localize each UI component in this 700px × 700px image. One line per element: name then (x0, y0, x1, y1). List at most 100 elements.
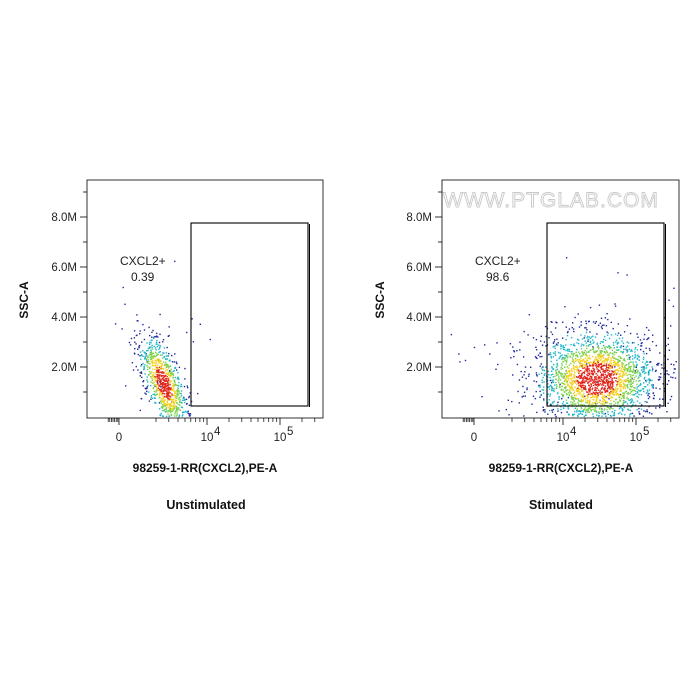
event-dot (151, 339, 153, 341)
event-dot (612, 385, 614, 387)
event-dot (169, 384, 171, 386)
event-dot (581, 363, 583, 365)
event-dot (603, 360, 605, 362)
event-dot (645, 386, 647, 388)
event-dot (609, 408, 611, 410)
event-dot (611, 396, 614, 399)
event-dot (595, 394, 598, 396)
event-dot (605, 357, 607, 360)
event-dot (571, 395, 573, 397)
event-dot (615, 352, 618, 354)
event-dot (626, 384, 628, 386)
event-dot (582, 410, 585, 412)
event-dot (589, 387, 591, 389)
event-dot (133, 337, 136, 339)
event-dot (647, 361, 649, 363)
event-dot (634, 351, 636, 353)
event-dot (577, 379, 579, 382)
event-dot (576, 383, 578, 386)
event-dot (578, 413, 580, 415)
event-dot (535, 381, 538, 383)
event-dot (168, 371, 171, 373)
event-dot (162, 415, 164, 417)
event-dot (582, 371, 584, 374)
event-dot (166, 358, 168, 360)
event-dot (144, 357, 146, 359)
event-dot (560, 345, 562, 348)
event-dot (176, 408, 179, 410)
event-dot (535, 349, 538, 351)
event-dot (573, 373, 575, 376)
event-dot (142, 380, 145, 382)
event-dot (639, 339, 642, 341)
event-dot (580, 400, 582, 402)
event-dot (636, 370, 639, 373)
event-dot (673, 372, 675, 374)
event-dot (598, 357, 600, 360)
event-dot (125, 385, 127, 387)
event-dot (623, 392, 626, 394)
event-dot (165, 403, 167, 405)
event-dot (568, 328, 571, 330)
event-dot (592, 363, 594, 366)
event-dot (612, 392, 614, 394)
event-dot (575, 351, 577, 353)
event-dot (558, 398, 560, 400)
event-dot (559, 385, 561, 387)
event-dot (630, 379, 632, 382)
event-dot (595, 391, 598, 394)
event-dot (172, 386, 174, 388)
event-dot (561, 362, 563, 365)
event-dot (560, 408, 562, 411)
event-dot (576, 342, 578, 344)
event-dot (613, 353, 615, 356)
event-dot (152, 376, 155, 378)
plot-frame (86, 179, 324, 419)
event-dot (573, 391, 576, 393)
event-dot (548, 374, 550, 376)
event-dot (599, 403, 602, 405)
event-dot (559, 386, 561, 388)
event-dot (639, 379, 641, 382)
event-dot (663, 317, 666, 319)
event-dot (177, 394, 180, 396)
event-dot (164, 361, 167, 364)
event-dot (596, 399, 598, 401)
event-dot (582, 384, 585, 387)
event-dot (581, 359, 583, 362)
event-dot (180, 390, 183, 392)
event-dot (640, 375, 642, 377)
event-dot (555, 387, 558, 389)
event-dot (602, 411, 604, 413)
event-dot (632, 368, 635, 370)
event-dot (157, 370, 160, 372)
event-dot (550, 404, 552, 407)
event-dot (583, 380, 585, 382)
event-dot (178, 366, 181, 369)
event-dot (607, 318, 609, 321)
event-dot (602, 396, 604, 398)
event-dot (622, 408, 624, 411)
event-dot (571, 382, 573, 384)
event-dot (579, 388, 581, 390)
event-dot (668, 299, 670, 301)
event-dot (162, 382, 164, 384)
event-dot (172, 403, 175, 405)
event-dot (146, 386, 148, 388)
event-dot (551, 379, 553, 381)
event-dot (623, 358, 625, 360)
event-dot (568, 364, 571, 366)
event-dot (636, 388, 638, 390)
event-dot (171, 354, 173, 357)
event-dot (606, 389, 608, 391)
event-dot (621, 409, 624, 412)
event-dot (577, 376, 579, 379)
event-dot (175, 361, 178, 363)
event-dot (162, 352, 164, 354)
event-dot (611, 393, 614, 395)
event-dot (594, 336, 597, 338)
plot-caption: Unstimulated (166, 498, 245, 512)
event-dot (627, 377, 629, 379)
event-dot (565, 399, 568, 401)
event-dot (165, 363, 168, 365)
